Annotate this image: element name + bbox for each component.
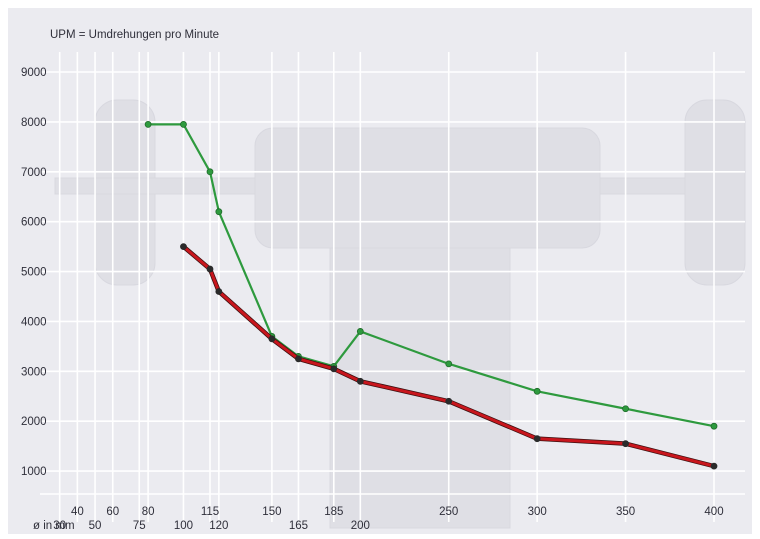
data-point [622, 440, 629, 448]
x-tick-label: 120 [209, 520, 228, 532]
data-point [356, 328, 364, 335]
x-tick-label: 165 [289, 520, 308, 532]
series [144, 120, 718, 470]
y-tick-label: 4000 [21, 316, 47, 328]
data-point [180, 243, 187, 251]
x-tick-label: 200 [351, 520, 370, 532]
drill-wheel-right [684, 99, 746, 286]
y-tick-label: 6000 [21, 217, 47, 229]
y-tick-label: 5000 [21, 267, 47, 279]
y-tick-label: 8000 [21, 117, 47, 129]
x-axis-label: ø in mm [33, 520, 75, 532]
drill-shaft [54, 177, 706, 195]
y-tick-label: 9000 [21, 67, 47, 79]
y-tick-label: 2000 [21, 416, 47, 428]
x-tick-label: 300 [528, 506, 547, 518]
series-line [148, 123, 715, 428]
data-point [445, 360, 453, 368]
drill-column [329, 247, 511, 529]
data-point [445, 397, 453, 405]
x-tick-label: 30 [53, 520, 66, 532]
x-tick-label: 350 [616, 506, 635, 518]
data-point [622, 405, 629, 413]
drill-body [254, 127, 601, 249]
x-tick-label: 80 [142, 506, 155, 518]
data-point [206, 265, 214, 273]
data-point [215, 208, 223, 216]
x-tick-label: 185 [324, 506, 343, 518]
data-point [268, 335, 276, 343]
x-tick-label: 115 [201, 506, 219, 518]
x-tick-label: 250 [439, 506, 458, 518]
data-point [330, 365, 338, 373]
x-tick-label: 75 [133, 520, 146, 532]
x-tick-label: 150 [262, 506, 281, 518]
x-tick-label: 40 [71, 506, 84, 518]
x-tick-label: 400 [704, 506, 723, 518]
data-point [533, 387, 541, 395]
data-point [710, 422, 718, 430]
data-point [295, 355, 302, 363]
y-tick-label: 7000 [21, 167, 47, 179]
data-point [206, 168, 214, 176]
data-point [144, 120, 152, 128]
data-point [356, 377, 364, 385]
data-point [180, 120, 187, 128]
data-point [710, 462, 718, 470]
axes: 1000 2000 3000 4000 5000 6000 7000 8000 9000 40 60… [21, 67, 724, 532]
x-tick-label: 100 [174, 520, 193, 532]
x-tick-label: 60 [106, 506, 119, 518]
data-point [533, 435, 541, 443]
x-tick-label: 50 [89, 520, 102, 532]
y-tick-label: 1000 [21, 466, 47, 478]
y-tick-label: 3000 [21, 366, 47, 378]
data-point [215, 288, 223, 295]
chart-note: UPM = Umdrehungen pro Minute [50, 29, 219, 41]
